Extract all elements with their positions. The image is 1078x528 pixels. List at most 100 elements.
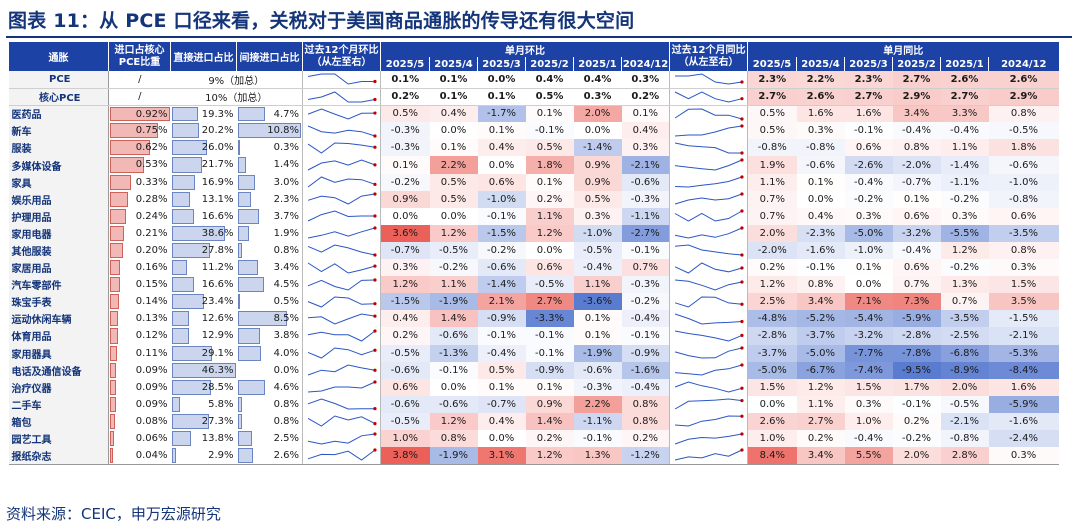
yoy-sparkline-latest-point — [740, 175, 744, 179]
share-cell-bar — [110, 260, 121, 276]
share-cell-label: 0.28% — [135, 193, 168, 205]
direct-import-cell-bar — [171, 430, 191, 447]
yoy-value-cell: 3.4% — [892, 105, 941, 123]
direct-import-cell-bar — [171, 225, 225, 241]
yoy-sparkline — [674, 192, 744, 205]
mom-value-cell: -2.7% — [621, 224, 670, 242]
share-cell-bar — [110, 106, 170, 122]
yoy-sparkline-latest-point — [740, 253, 744, 258]
indirect-import-cell-label: 3.8% — [273, 330, 299, 342]
yoy-value-cell: 0.8% — [892, 139, 941, 157]
yoy-value-cell: -2.3% — [796, 224, 845, 242]
indirect-import-cell: 4.7% — [237, 105, 303, 122]
mom-sparkline-latest-point — [373, 368, 377, 372]
yoy-value-cell: 0.0% — [807, 193, 834, 205]
mom-value-cell: 1.2% — [429, 412, 478, 430]
share-cell-label: 0.24% — [135, 210, 168, 222]
row-name: 家具 — [8, 173, 109, 191]
yoy-value-cell: 1.7% — [892, 378, 941, 396]
direct-import-cell-bar — [171, 294, 204, 310]
yoy-sparkline-line — [674, 347, 743, 359]
share-cell: 0.12% — [109, 327, 171, 344]
table-row: 汽车零部件 0.15% 16.6% 4.5% 1.2% 1.1% -1.4% -0.5% 1.1… — [8, 276, 1059, 294]
direct-import-cell: 23.4% — [171, 293, 237, 310]
share-cell-label: 0.06% — [135, 432, 168, 444]
table-row: 家具 0.33% 16.9% 3.0% -0.2% 0.5% 0.6% 0.1% 0.9% -0.… — [8, 173, 1059, 191]
table-row: 二手车 0.09% 5.8% 0.8% -0.6% -0.6% -0.7% 0.9% 2.2% 0… — [8, 395, 1059, 413]
yoy-value-cell: -2.1% — [940, 412, 989, 430]
mom-value-cell: -1.5% — [380, 293, 430, 311]
mom-value-cell: 3.6% — [380, 224, 430, 242]
yoy-sparkline-line — [674, 449, 743, 461]
yoy-value-cell: -3.5% — [988, 224, 1059, 242]
mom-sparkline — [307, 431, 377, 445]
yoy-value-cell: 2.2% — [796, 71, 845, 89]
table-row: 家用电器 0.21% 38.6% 1.9% 3.6% 1.2% -1.5% 1.2% -1.0%… — [8, 224, 1059, 242]
mom-month-header: 2025/4 — [429, 57, 478, 71]
yoy-value-cell: 2.7% — [796, 412, 845, 430]
share-cell-bar — [110, 294, 120, 310]
yoy-value-cell: 7.1% — [844, 293, 893, 311]
indirect-import-cell-bar — [237, 345, 261, 361]
mom-sparkline-latest-point — [373, 407, 377, 411]
indirect-import-cell: 2.3% — [237, 191, 303, 208]
share-cell-bar — [110, 140, 151, 156]
share-cell-label: 0.21% — [135, 227, 168, 239]
mom-value-cell: -0.6% — [621, 173, 670, 191]
direct-import-cell-bar — [171, 345, 212, 361]
mom-value-cell: 0.7% — [621, 259, 670, 277]
mom-value-cell: 0.4% — [477, 412, 526, 430]
indirect-import-cell: 0.8% — [237, 413, 303, 430]
yoy-value-cell: 3.3% — [940, 105, 989, 123]
yoy-sparkline-latest-point — [740, 158, 744, 162]
aggregate-name: PCE — [8, 71, 109, 89]
yoy-value-cell: 1.5% — [747, 378, 797, 396]
mom-value-cell: 0.1% — [381, 156, 430, 173]
mom-value-cell: 0.3% — [621, 71, 670, 89]
yoy-value-cell: -0.8% — [940, 429, 989, 448]
indirect-import-cell-label: 1.9% — [273, 227, 299, 239]
mom-value-cell: 1.4% — [525, 412, 574, 430]
mom-sparkline-latest-point — [373, 97, 377, 101]
aggregate-import-total: 10%（加总） — [170, 88, 303, 106]
yoy-sparkline — [675, 158, 744, 171]
yoy-value-cell: 1.9% — [747, 156, 797, 174]
mom-value-cell: -1.4% — [573, 139, 622, 157]
share-cell-label: 0.92% — [135, 108, 168, 120]
indirect-import-cell-bar — [237, 174, 256, 190]
yoy-value-cell: -3.7% — [796, 327, 845, 345]
table-row: 多媒体设备 0.53% 21.7% 1.4% 0.1% 2.2% 0.0% 1.8% 0.9% -… — [8, 156, 1059, 174]
mom-sparkline-line — [307, 125, 376, 137]
share-cell: 0.53% — [109, 156, 171, 173]
direct-import-cell-label: 12.9% — [201, 330, 234, 342]
indirect-import-cell-label: 3.0% — [273, 176, 299, 188]
mom-value-cell: -0.7% — [477, 395, 526, 413]
yoy-value-cell: 3.5% — [988, 293, 1059, 311]
direct-import-cell-label: 27.3% — [201, 415, 234, 427]
mom-value-cell: 0.0% — [584, 125, 611, 137]
yoy-value-cell: 0.6% — [892, 207, 941, 225]
share-cell-label: 0.16% — [135, 262, 168, 274]
mom-value-cell: 0.1% — [429, 88, 478, 106]
mom-sparkline-latest-point — [373, 214, 377, 218]
yoy-value-cell: -7.4% — [844, 361, 893, 379]
yoy-value-cell: -0.4% — [893, 242, 941, 259]
share-cell-label: 0.11% — [135, 347, 168, 359]
direct-import-cell-bar — [171, 123, 200, 139]
yoy-value-cell: 2.6% — [988, 71, 1059, 89]
mom-sparkline-line — [307, 330, 376, 342]
yoy-sparkline-latest-point — [740, 192, 744, 196]
mom-sparkline — [307, 448, 377, 461]
indirect-import-cell-label: 2.6% — [273, 450, 299, 462]
yoy-value-cell: 0.3% — [989, 259, 1059, 276]
yoy-value-cell: 2.7% — [747, 88, 797, 106]
yoy-sparkline-line — [675, 159, 743, 171]
mom-value-cell: 0.1% — [526, 174, 574, 191]
indirect-import-cell-label: 4.0% — [273, 347, 299, 359]
yoy-value-cell: -2.8% — [892, 327, 941, 345]
mom-value-cell: 1.1% — [525, 207, 574, 225]
mom-sparkline-line — [307, 433, 376, 445]
mom-value-cell: 1.0% — [380, 429, 430, 448]
yoy-value-cell: -1.5% — [988, 310, 1059, 328]
share-cell-bar — [110, 242, 123, 259]
